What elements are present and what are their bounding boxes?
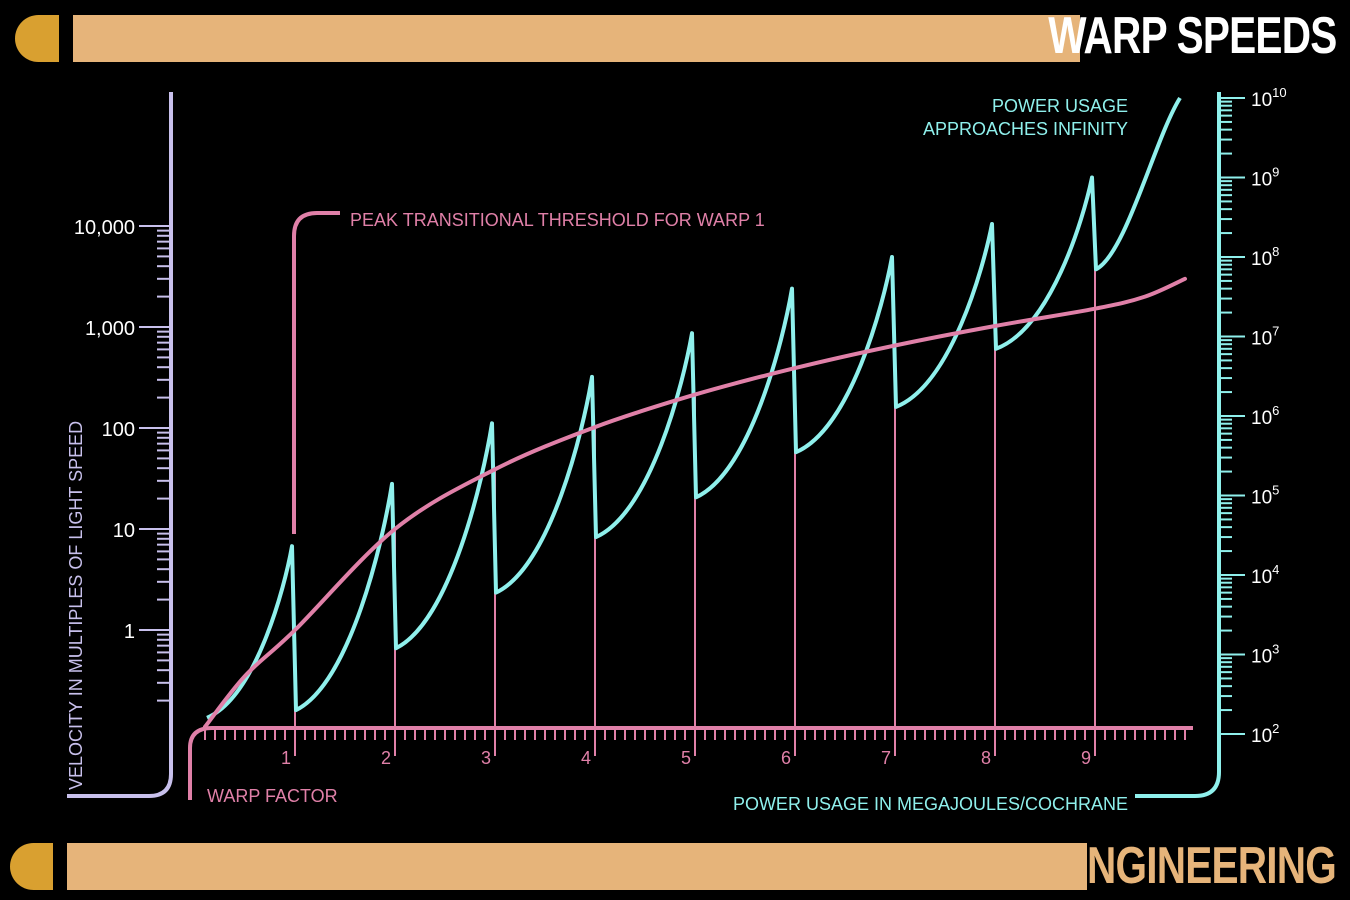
warp-tick-label: 6: [781, 748, 791, 768]
velocity-tick-label: 1,000: [85, 318, 135, 340]
velocity-tick-label: 100: [102, 419, 135, 441]
power-axis-line: [1135, 92, 1221, 798]
infinity-label-line2: APPROACHES INFINITY: [923, 119, 1128, 139]
power-tick-label: 104: [1251, 562, 1279, 588]
infinity-label-line1: POWER USAGE: [992, 96, 1128, 116]
footer-bar: [67, 843, 1087, 890]
warp-tick-label: 2: [381, 748, 391, 768]
warp-axis-title: WARP FACTOR: [207, 786, 338, 806]
velocity-axis-title: VELOCITY IN MULTIPLES OF LIGHT SPEED: [66, 421, 86, 790]
velocity-axis: 1 10 100 1,000 10,000 VELOCITY IN MULTIPLES O…: [66, 92, 173, 798]
warp-tick-label: 5: [681, 748, 691, 768]
header-bar: [73, 15, 1080, 62]
warp-tick-label: 9: [1081, 748, 1091, 768]
page-title: WARP SPEEDS: [1047, 7, 1337, 65]
warp-tick-label: 1: [281, 748, 291, 768]
warp-tick-label: 8: [981, 748, 991, 768]
annotations: PEAK TRANSITIONAL THRESHOLD FOR WARP 1 PO…: [292, 96, 1128, 534]
warp-tick-label: 4: [581, 748, 591, 768]
power-tick-label: 102: [1251, 721, 1279, 747]
power-tick-label: 105: [1251, 483, 1279, 509]
peak-threshold-label: PEAK TRANSITIONAL THRESHOLD FOR WARP 1: [350, 210, 765, 230]
warp-tick-label: 3: [481, 748, 491, 768]
power-tick-label: 109: [1251, 165, 1279, 191]
velocity-axis-line: [67, 92, 173, 798]
power-tick-label: 108: [1251, 244, 1279, 270]
power-usage-line: [206, 96, 1182, 720]
peak-threshold-callout: [292, 211, 340, 534]
footer-cap: [10, 843, 53, 890]
power-tick-label: 106: [1251, 403, 1279, 429]
power-tick-label: 1010: [1251, 85, 1287, 111]
velocity-tick-label: 10,000: [74, 217, 135, 239]
power-tick-label: 103: [1251, 642, 1279, 668]
footer-title: ENGINEERING: [1060, 837, 1337, 895]
power-axis: 102 103 104 105 106 107 108 109 1010 POWER USAGE …: [733, 85, 1287, 814]
warp-axis-line: [188, 726, 1193, 800]
warp-tick-label: 7: [881, 748, 891, 768]
power-tick-label: 107: [1251, 324, 1279, 350]
warp-factor-axis: 1 2 3 4 5 6 7 8 9 WARP FACTOR: [188, 726, 1193, 806]
velocity-tick-label: 10: [113, 520, 135, 542]
velocity-curve: [203, 276, 1187, 729]
velocity-tick-label: 1: [124, 621, 135, 643]
power-axis-title: POWER USAGE IN MEGAJOULES/COCHRANE: [733, 794, 1128, 814]
header-cap: [15, 15, 59, 62]
